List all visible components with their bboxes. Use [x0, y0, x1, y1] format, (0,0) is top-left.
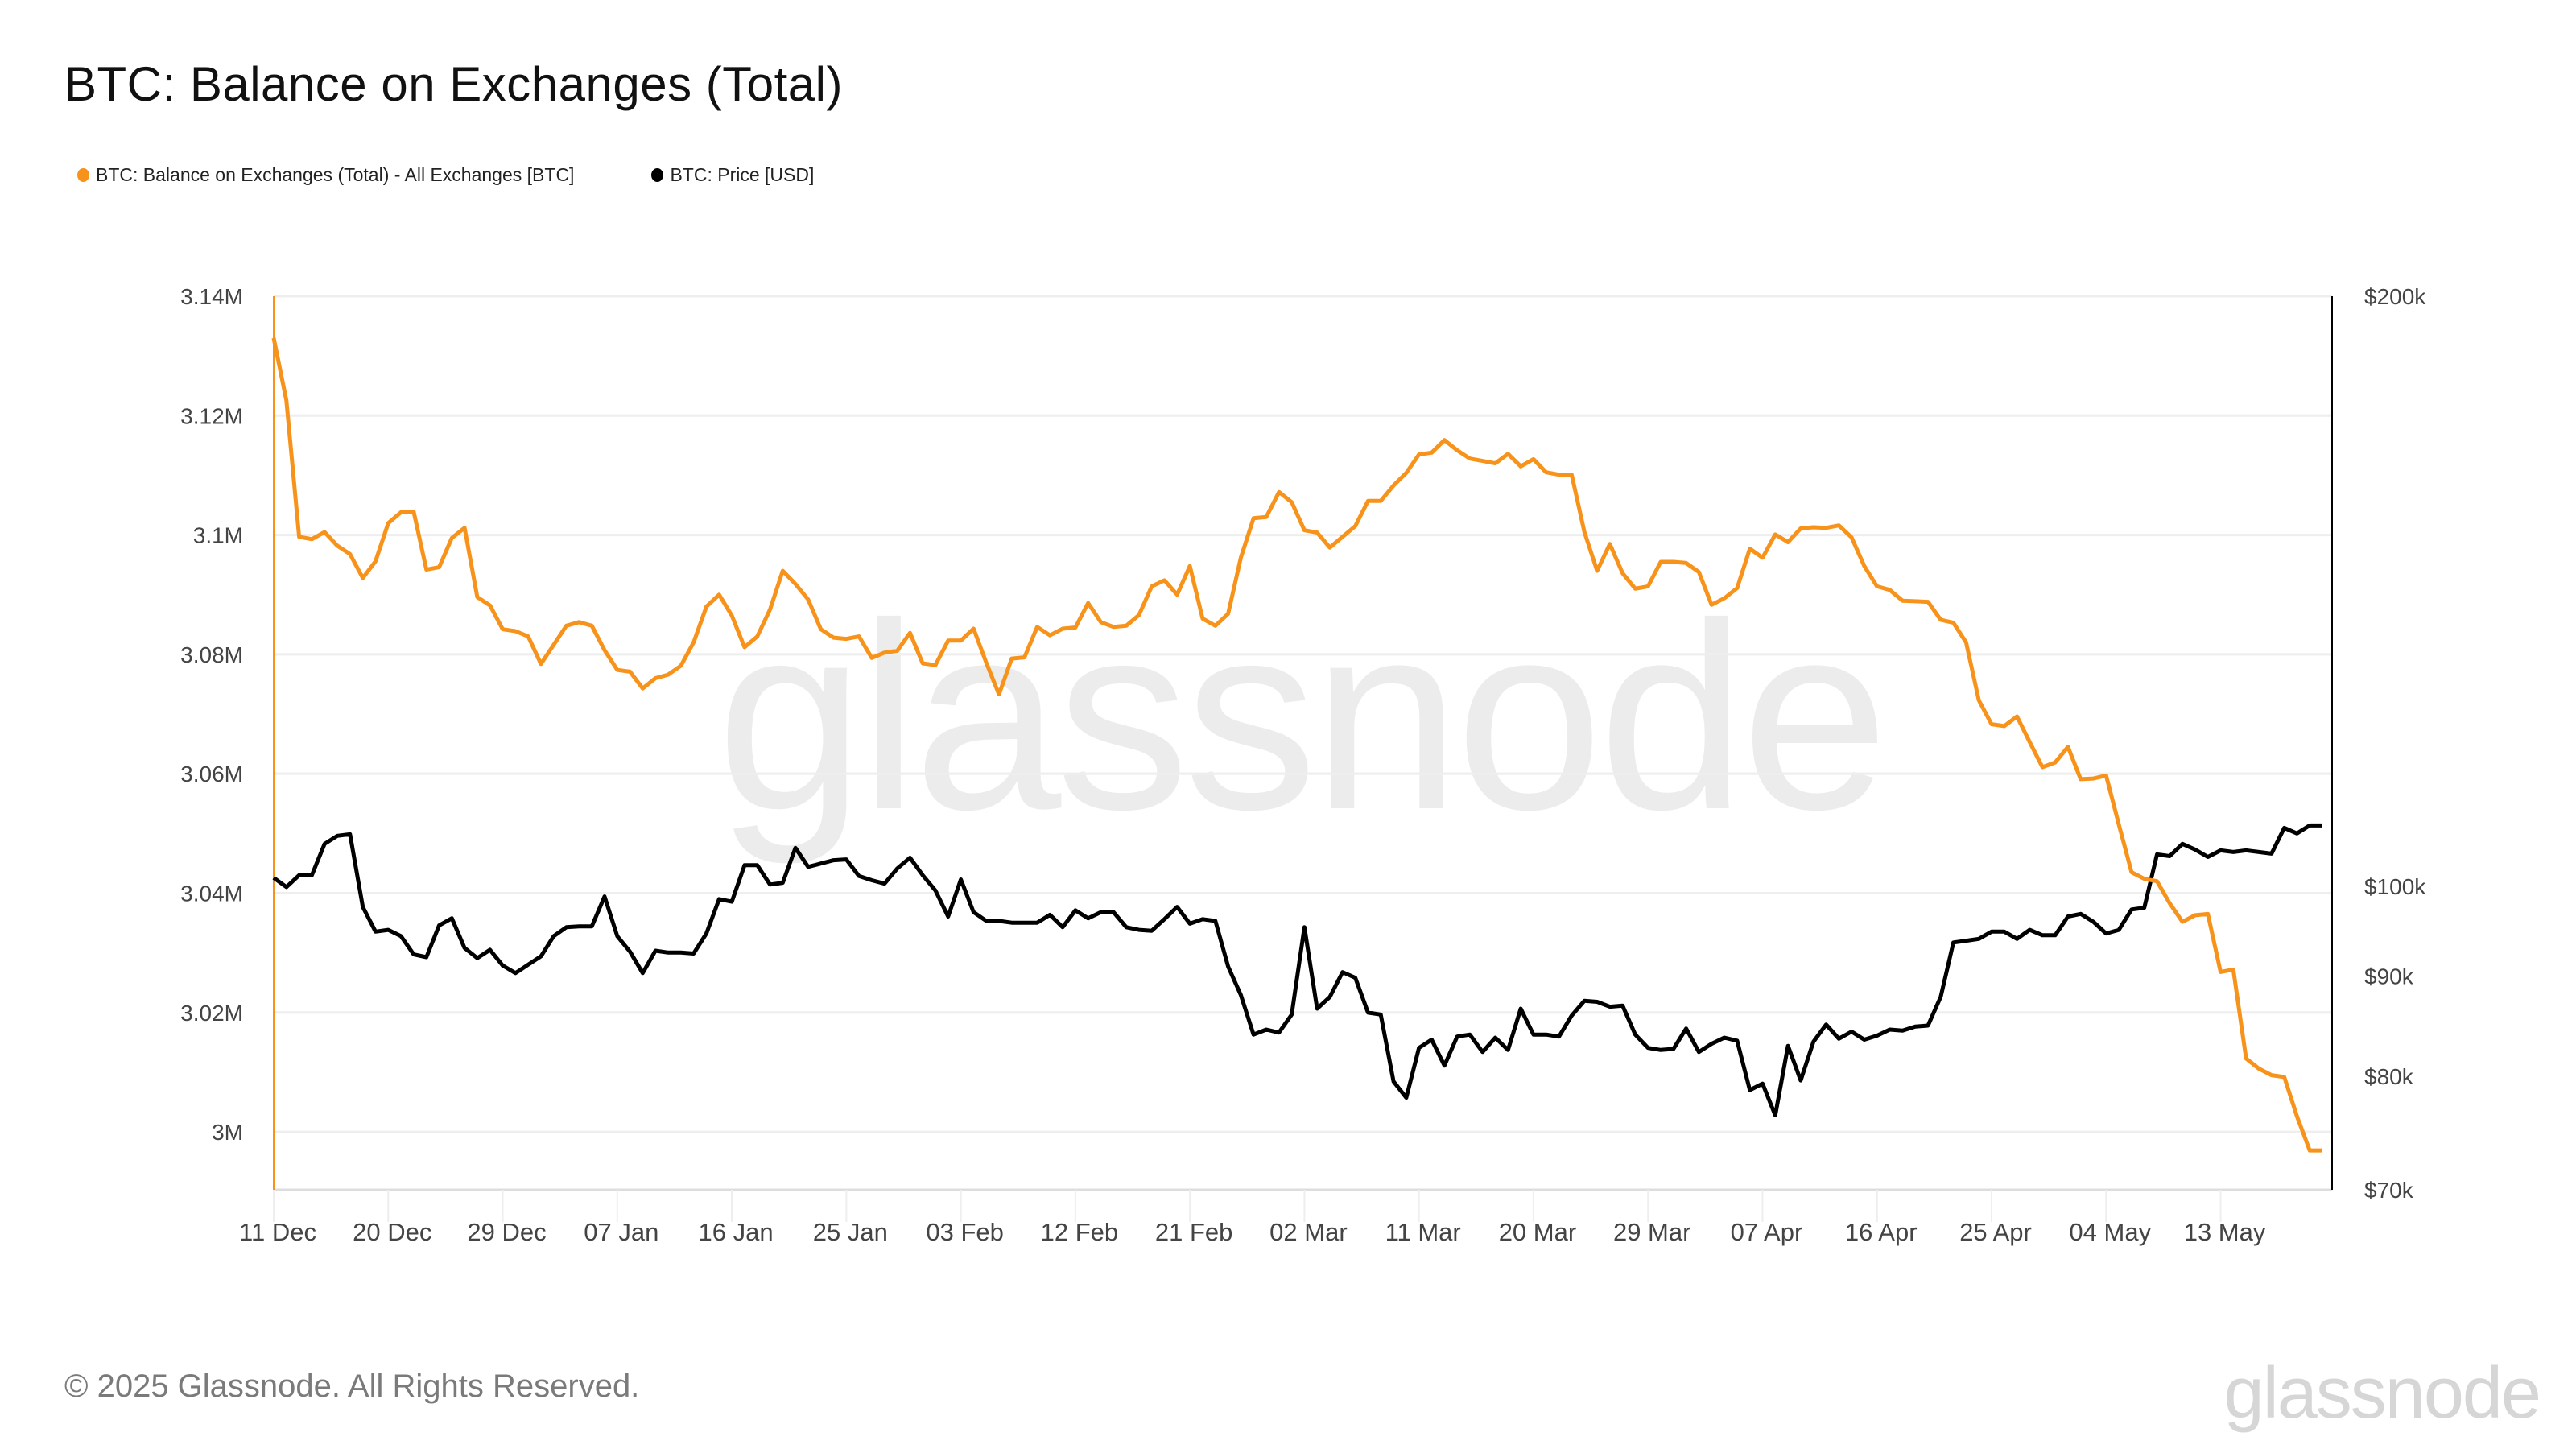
x-tick-label: 07 Jan: [584, 1218, 658, 1246]
legend-label-balance: BTC: Balance on Exchanges (Total) - All …: [96, 164, 575, 185]
glassnode-logo: glassnode: [2223, 1353, 2541, 1434]
x-tick-label: 25 Jan: [813, 1218, 888, 1246]
y-tick-label: 3.06M: [180, 762, 243, 786]
y2-tick-label: $90k: [2364, 964, 2414, 989]
x-tick-label: 12 Feb: [1041, 1218, 1119, 1246]
x-tick-label: 21 Feb: [1155, 1218, 1233, 1246]
x-tick-label: 03 Feb: [926, 1218, 1004, 1246]
x-tick-label: 11 Mar: [1385, 1218, 1461, 1246]
x-axis: 11 Dec 20 Dec 29 Dec 07 Jan 16 Jan 25 Jan 03 F…: [239, 1190, 2266, 1246]
y-tick-label: 3.14M: [180, 284, 243, 309]
y2-tick-label: $80k: [2364, 1064, 2414, 1089]
y-tick-label: 3.04M: [180, 881, 243, 906]
x-tick-label: 29 Dec: [467, 1218, 546, 1246]
x-tick-label: 11 Dec: [239, 1218, 316, 1246]
chart-title: BTC: Balance on Exchanges (Total): [64, 57, 843, 111]
y-tick-label: 3.08M: [180, 642, 243, 667]
copyright-text: © 2025 Glassnode. All Rights Reserved.: [64, 1368, 640, 1404]
y2-tick-label: $100k: [2364, 874, 2426, 899]
x-tick-label: 07 Apr: [1731, 1218, 1803, 1246]
x-tick-label: 16 Apr: [1845, 1218, 1918, 1246]
x-tick-label: 20 Mar: [1499, 1218, 1576, 1246]
legend-item-price[interactable]: BTC: Price [USD]: [651, 164, 814, 186]
x-tick-label: 20 Dec: [353, 1218, 431, 1246]
x-tick-label: 04 May: [2069, 1218, 2151, 1246]
left-y-axis: 3M 3.02M 3.04M 3.06M 3.08M 3.1M 3.12M 3.14M: [180, 284, 243, 1145]
y2-tick-label: $200k: [2364, 284, 2426, 309]
chart-legend: BTC: Balance on Exchanges (Total) - All …: [77, 164, 814, 186]
legend-label-price: BTC: Price [USD]: [670, 164, 815, 185]
legend-dot-orange-icon: [77, 168, 89, 182]
x-tick-label: 25 Apr: [1959, 1218, 2032, 1246]
price-line[interactable]: [272, 823, 2322, 1117]
y-tick-label: 3.02M: [180, 1001, 243, 1026]
balance-line[interactable]: [271, 337, 2322, 1153]
x-tick-label: 29 Mar: [1613, 1218, 1690, 1246]
grid-lines: [274, 295, 2332, 1191]
x-tick-label: 02 Mar: [1269, 1218, 1347, 1246]
legend-item-balance[interactable]: BTC: Balance on Exchanges (Total) - All …: [77, 164, 574, 186]
x-tick-label: 13 May: [2184, 1218, 2266, 1246]
x-tick-label: 16 Jan: [699, 1218, 774, 1246]
right-y-axis: $70k $80k $90k $100k $200k: [2364, 284, 2426, 1203]
y2-tick-label: $70k: [2364, 1178, 2414, 1203]
legend-dot-black-icon: [651, 168, 664, 182]
y-tick-label: 3M: [212, 1120, 243, 1145]
y-tick-label: 3.12M: [180, 403, 243, 428]
y-tick-label: 3.1M: [193, 523, 243, 548]
